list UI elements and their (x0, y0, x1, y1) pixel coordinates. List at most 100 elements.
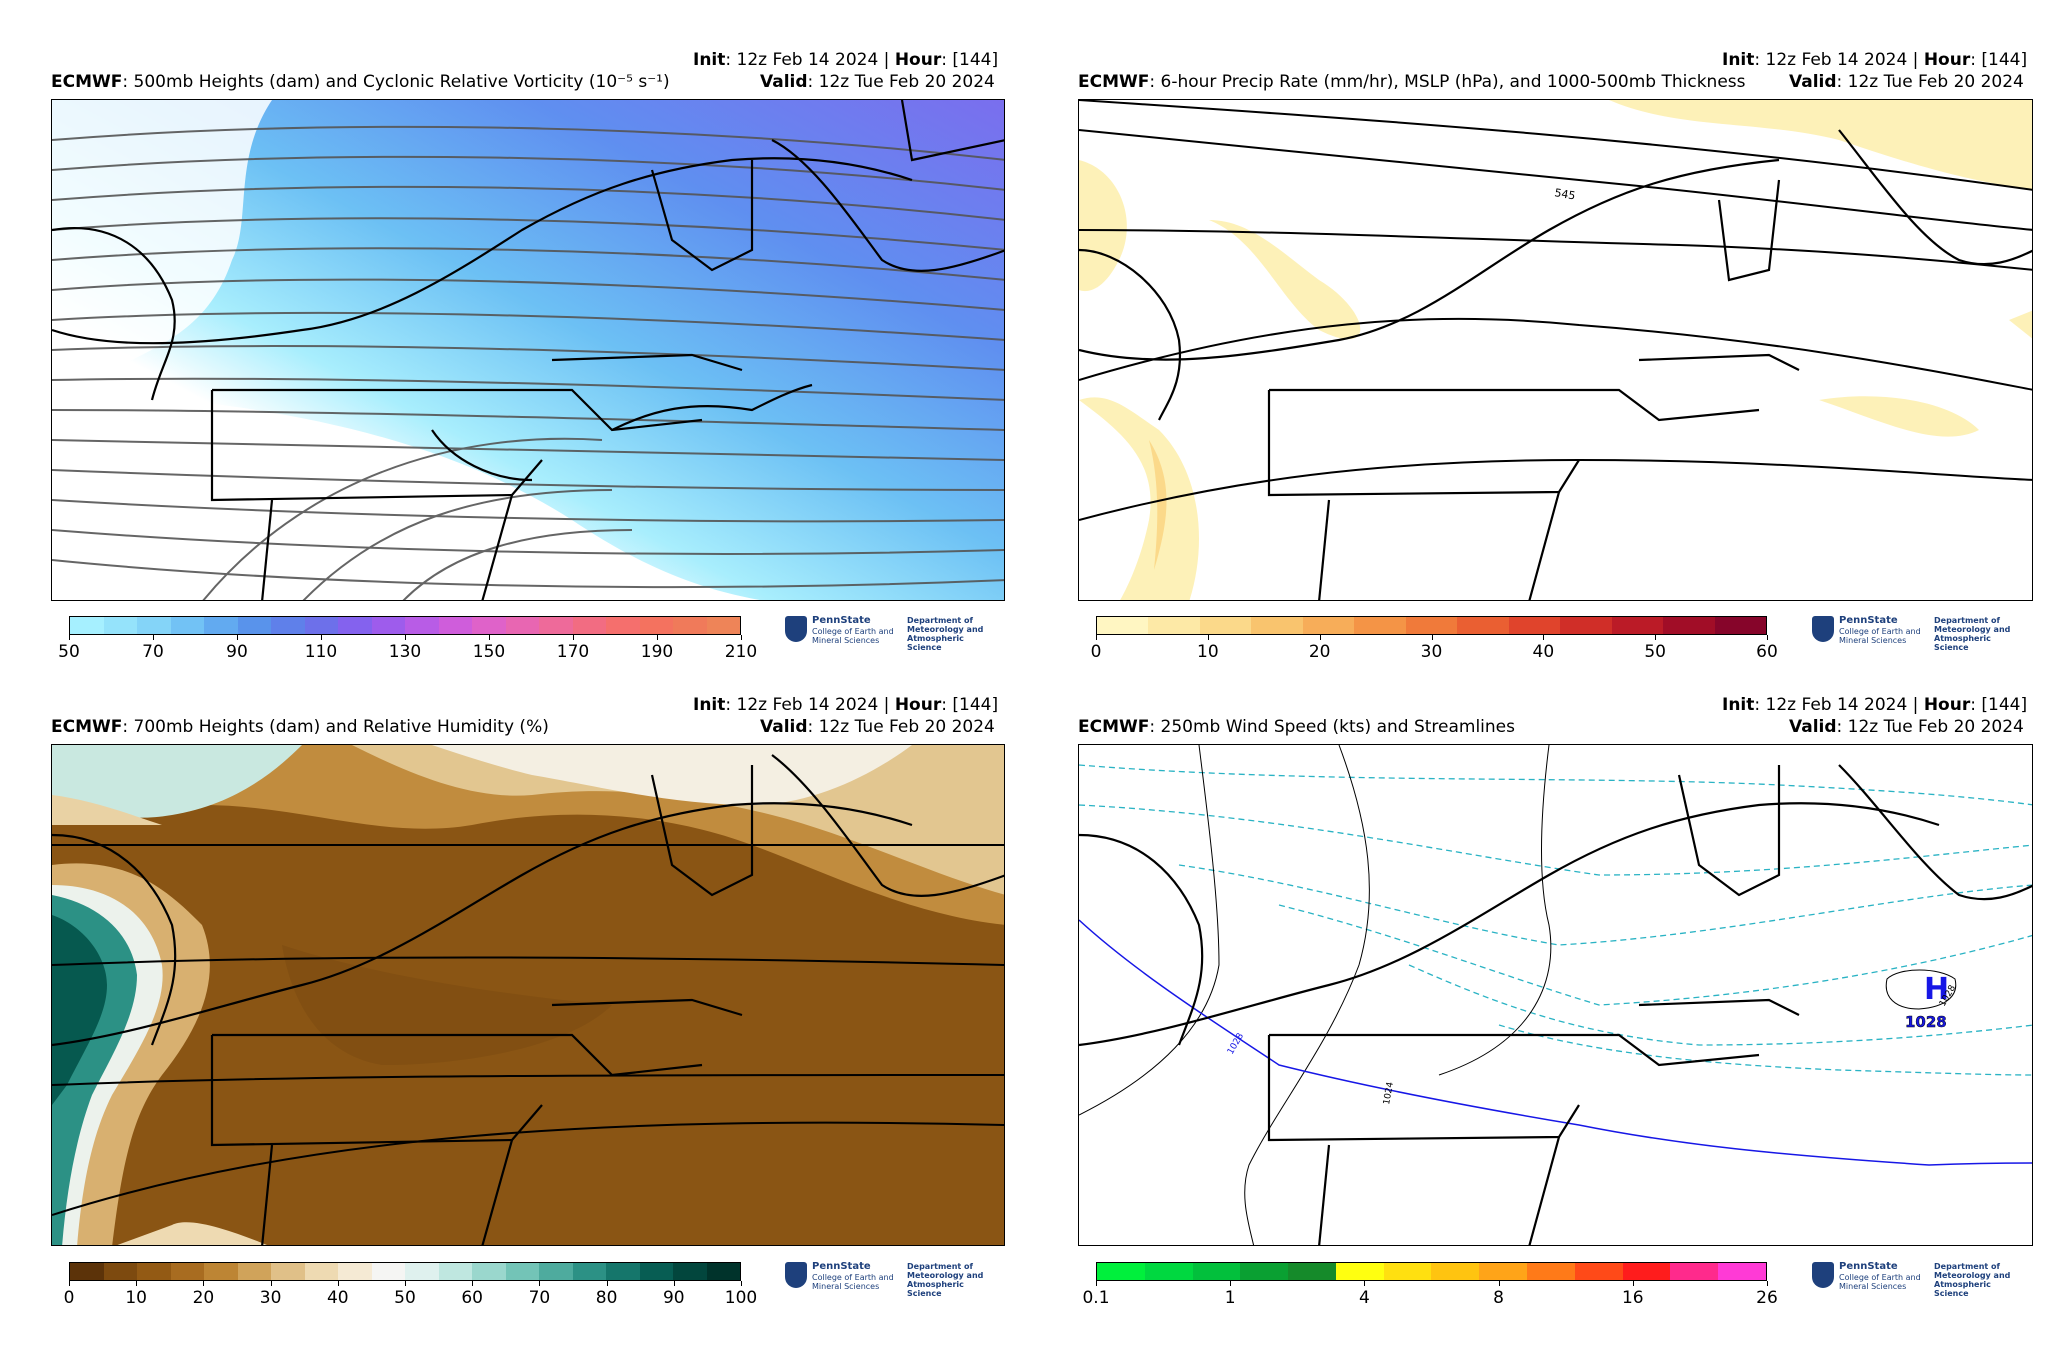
colorbar-tick-mark (405, 635, 406, 640)
colorbar-swatch (1302, 617, 1355, 634)
colorbar-tickmarks (1096, 1281, 1768, 1286)
colorbar-tick-label: 50 (1644, 642, 1666, 662)
isobar-label: 1028 (1226, 1031, 1246, 1056)
colorbar-swatch (1457, 617, 1509, 634)
pennstate-logo: PennState College of Earth and Mineral S… (785, 614, 995, 652)
logo-dept: Department of Meteorology and Atmospheri… (1934, 616, 2011, 652)
logo-college: College of Earth and Mineral Sciences (1839, 1273, 1921, 1291)
shield-icon (1812, 616, 1834, 642)
colorbar-swatch (237, 1263, 271, 1280)
logo-dept: Department of Meteorology and Atmospheri… (907, 616, 984, 652)
valid-line: Valid: 12z Tue Feb 20 2024 (760, 717, 995, 737)
colorbar-swatch (1718, 1263, 1766, 1280)
init-line: Init: 12z Feb 14 2024 | Hour: [144] (693, 50, 999, 70)
high-pressure-letter: H (1924, 972, 1949, 1007)
colorbar-tick-mark (539, 1281, 541, 1286)
colorbar-tick-mark (1655, 635, 1657, 640)
colorbar-swatch (103, 617, 137, 634)
colorbar-tick-mark (606, 1281, 608, 1286)
colorbar-precip (1096, 616, 1767, 635)
colorbar-vorticity (69, 616, 741, 635)
colorbar-swatch (1527, 1263, 1575, 1280)
colorbar-tick-mark (1096, 1281, 1097, 1286)
logo-college: College of Earth and Mineral Sciences (1839, 627, 1921, 645)
logo-name: PennState (812, 615, 871, 626)
colorbar-tick-mark (405, 1281, 406, 1286)
colorbar-tick-mark (1632, 1281, 1634, 1286)
colorbar-swatch (304, 1263, 338, 1280)
init-line: Init: 12z Feb 14 2024 | Hour: [144] (1722, 695, 2028, 715)
colorbar-wind (1096, 1262, 1767, 1281)
colorbar-swatch (271, 1263, 305, 1280)
shield-icon (1812, 1262, 1834, 1288)
colorbar-swatch (1479, 1263, 1528, 1280)
colorbar-swatch (1431, 1263, 1480, 1280)
colorbar-tick-mark (741, 635, 742, 640)
colorbar-swatch (137, 617, 171, 634)
colorbar-tick-mark (270, 1281, 272, 1286)
colorbar-tick-label: 130 (388, 642, 422, 662)
colorbar-tick-label: 0.1 (1082, 1288, 1110, 1308)
colorbar-swatch (1574, 1263, 1623, 1280)
map-250mb: H 1028 1028 1024 1028 (1078, 744, 2033, 1246)
colorbar-swatch (1199, 617, 1252, 634)
map-250mb-graphic: H 1028 1028 1024 1028 (1079, 745, 2032, 1245)
colorbar-swatch (1240, 1263, 1289, 1280)
colorbar-swatch (70, 1263, 104, 1280)
colorbar-swatch (706, 1263, 740, 1280)
valid-line: Valid: 12z Tue Feb 20 2024 (760, 72, 995, 92)
colorbar-tick-mark (69, 635, 70, 640)
colorbar-swatch (673, 1263, 707, 1280)
colorbar-swatch (438, 1263, 472, 1280)
logo-name: PennState (1839, 1261, 1898, 1272)
colorbar-swatch (505, 1263, 539, 1280)
colorbar-swatch (338, 1263, 372, 1280)
colorbar-swatch (70, 617, 104, 634)
colorbar-tick-label: 40 (326, 1288, 349, 1308)
colorbar-tick-label: 1 (1224, 1288, 1236, 1308)
thickness-contour-label: 545 (1553, 186, 1576, 202)
colorbar-tick-mark (472, 1281, 474, 1286)
colorbar-swatch (639, 617, 673, 634)
colorbar-swatch (405, 1263, 439, 1280)
colorbar-ticks: 0 10 20 30 40 50 60 (1091, 642, 1778, 664)
colorbar-swatch (1354, 617, 1406, 634)
colorbar-swatch (1288, 1263, 1336, 1280)
colorbar-swatch (639, 1263, 673, 1280)
colorbar-tick-label: 10 (125, 1288, 148, 1308)
colorbar-tick-mark (136, 1281, 138, 1286)
colorbar-tick-mark (1319, 635, 1321, 640)
colorbar-ticks: 0 10 20 30 40 50 60 70 80 90 100 (64, 1288, 758, 1310)
colorbar-tick-label: 20 (192, 1288, 215, 1308)
colorbar-tick-mark (573, 635, 574, 640)
colorbar-tick-mark (741, 1281, 742, 1286)
map-700mb-graphic (52, 745, 1004, 1245)
colorbar-swatch (1251, 617, 1303, 634)
colorbar-tick-label: 110 (304, 642, 338, 662)
colorbar-tick-label: 30 (1420, 642, 1443, 662)
colorbar-swatch (1383, 1263, 1432, 1280)
colorbar-swatch (1335, 1263, 1384, 1280)
colorbar-tick-mark (69, 1281, 70, 1286)
colorbar-tick-label: 70 (142, 642, 164, 662)
colorbar-rh (69, 1262, 741, 1281)
colorbar-swatch (170, 617, 204, 634)
colorbar-tick-label: 30 (259, 1288, 282, 1308)
colorbar-tick-mark (1364, 1281, 1366, 1286)
colorbar-tickmarks (69, 1281, 742, 1286)
colorbar-swatch (204, 617, 238, 634)
pennstate-logo: PennState College of Earth and Mineral S… (1812, 614, 2022, 652)
shield-icon (785, 616, 807, 642)
logo-dept: Department of Meteorology and Atmospheri… (1934, 1262, 2011, 1298)
colorbar-tick-mark (673, 1281, 675, 1286)
colorbar-tick-label: 170 (556, 642, 590, 662)
colorbar-swatch (1192, 1263, 1241, 1280)
colorbar-swatch (438, 617, 472, 634)
colorbar-tick-label: 50 (394, 1288, 416, 1308)
isobar-label: 1024 (1382, 1081, 1396, 1106)
colorbar-swatch (304, 617, 338, 634)
colorbar-swatch (1508, 617, 1561, 634)
colorbar-swatch (1714, 617, 1767, 634)
logo-college: College of Earth and Mineral Sciences (812, 1273, 894, 1291)
colorbar-swatch (1611, 617, 1664, 634)
